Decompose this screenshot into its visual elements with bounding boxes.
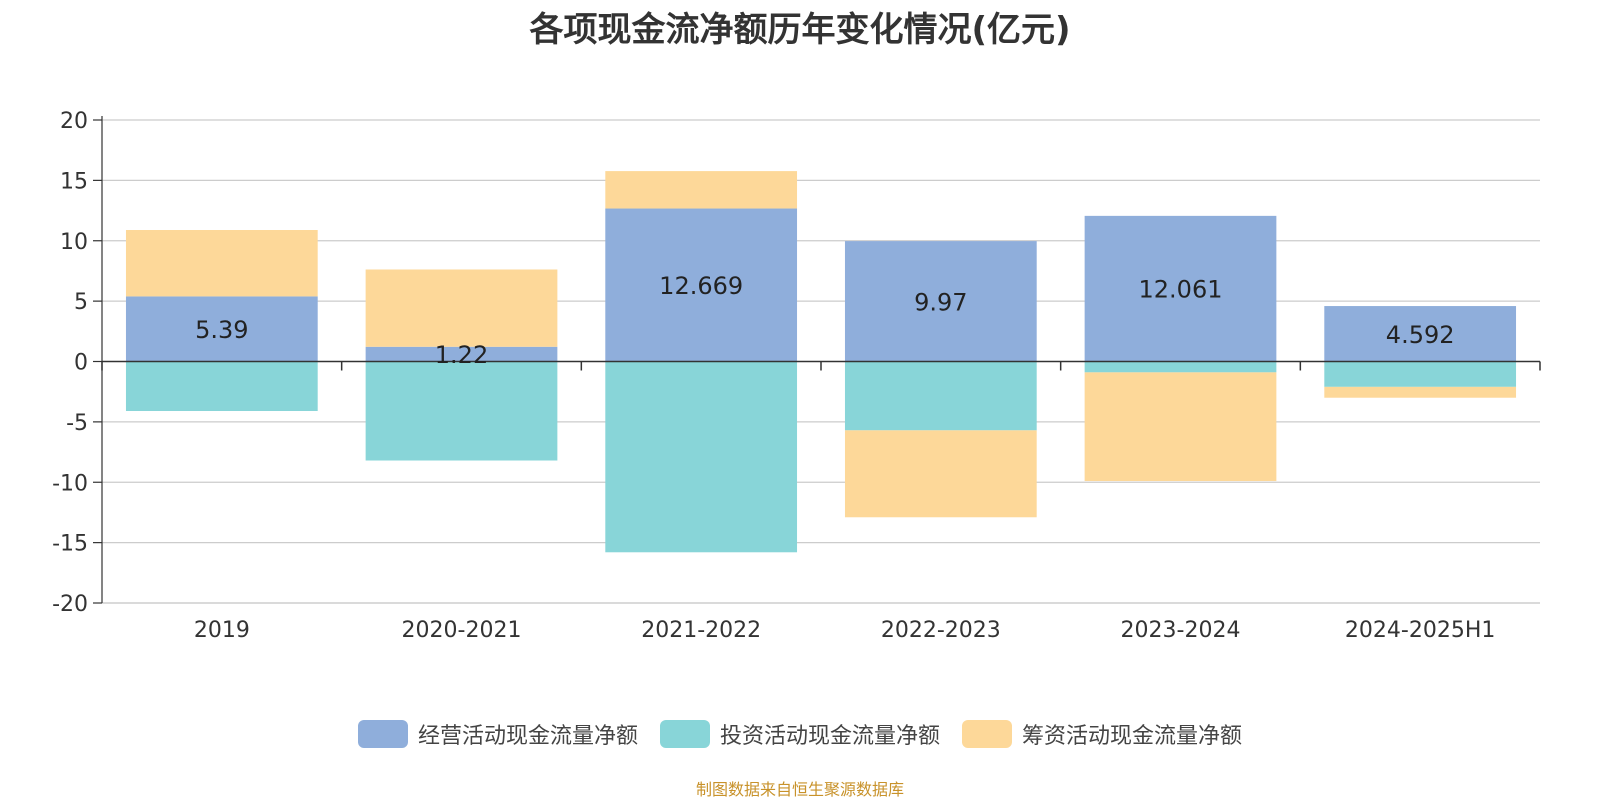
x-tick-label: 2019 [194,618,250,643]
y-tick-label: 15 [60,169,88,194]
legend-swatch-investing [659,720,710,748]
data-label: 12.669 [659,272,743,300]
legend-swatch-operating [357,720,408,748]
bar-investing-2021-2022 [605,361,798,553]
bar-operating-2024-2025H1 [1324,306,1517,362]
chart-title: 各项现金流净额历年变化情况(亿元) [529,10,1071,50]
bars [125,171,1517,553]
y-tick-label: -10 [52,471,88,496]
legend-label-investing: 投资活动现金流量净额 [719,724,940,749]
x-tick-label: 2021-2022 [641,618,761,643]
x-tick-label: 2020-2021 [402,618,522,643]
bar-financing-2024-2025H1 [1324,386,1517,398]
source-note: 制图数据来自恒生聚源数据库 [695,780,904,799]
grid-lines [102,119,1540,604]
y-tick-label: -20 [52,592,88,617]
x-tick-label: 2023-2024 [1121,618,1241,643]
bar-investing-2023-2024 [1084,361,1277,373]
bar-financing-2019 [125,230,318,297]
bar-operating-2022-2023 [844,241,1037,362]
bar-investing-2024-2025H1 [1324,361,1517,387]
legend-label-financing: 筹资活动现金流量净额 [1022,724,1243,749]
y-tick-label: -15 [52,532,88,557]
legend: 经营活动现金流量净额 投资活动现金流量净额 筹资活动现金流量净额 [0,718,1600,750]
y-tick-label: -5 [66,411,88,436]
x-tick-label: 2024-2025H1 [1345,618,1495,643]
data-label: 5.39 [195,316,248,344]
bar-operating-2021-2022 [605,208,798,362]
bar-financing-2020-2021 [365,269,558,347]
bar-financing-2023-2024 [1084,372,1277,482]
data-label: 12.061 [1139,276,1223,304]
legend-item-operating[interactable]: 经营活动现金流量净额 [357,718,638,750]
legend-item-investing[interactable]: 投资活动现金流量净额 [659,718,940,750]
bar-investing-2022-2023 [844,361,1037,431]
legend-swatch-financing [962,720,1012,748]
bar-operating-2019 [125,296,318,362]
axes: 20 15 10 5 0 -5 -10 -15 -20 2019 2020-2021 2021-202… [52,109,1541,643]
legend-label-operating: 经营活动现金流量净额 [417,724,638,749]
y-tick-label: 5 [74,290,88,315]
bar-operating-2020-2021 [365,346,558,362]
bar-investing-2020-2021 [365,361,558,461]
x-tick-label: 2022-2023 [881,618,1001,643]
data-label: 1.22 [435,341,488,369]
bar-investing-2019 [125,361,318,412]
bar-financing-2021-2022 [605,171,798,209]
y-tick-label: 0 [74,351,88,376]
data-labels: 5.39 1.22 12.669 9.97 12.061 4.592 [195,272,1454,369]
y-tick-label: 10 [60,230,88,255]
data-label: 9.97 [914,288,967,316]
data-label: 4.592 [1386,321,1455,349]
legend-item-financing[interactable]: 筹资活动现金流量净额 [962,718,1242,750]
bar-financing-2022-2023 [844,430,1037,518]
bar-operating-2023-2024 [1084,215,1277,362]
y-tick-label: 20 [60,109,88,134]
